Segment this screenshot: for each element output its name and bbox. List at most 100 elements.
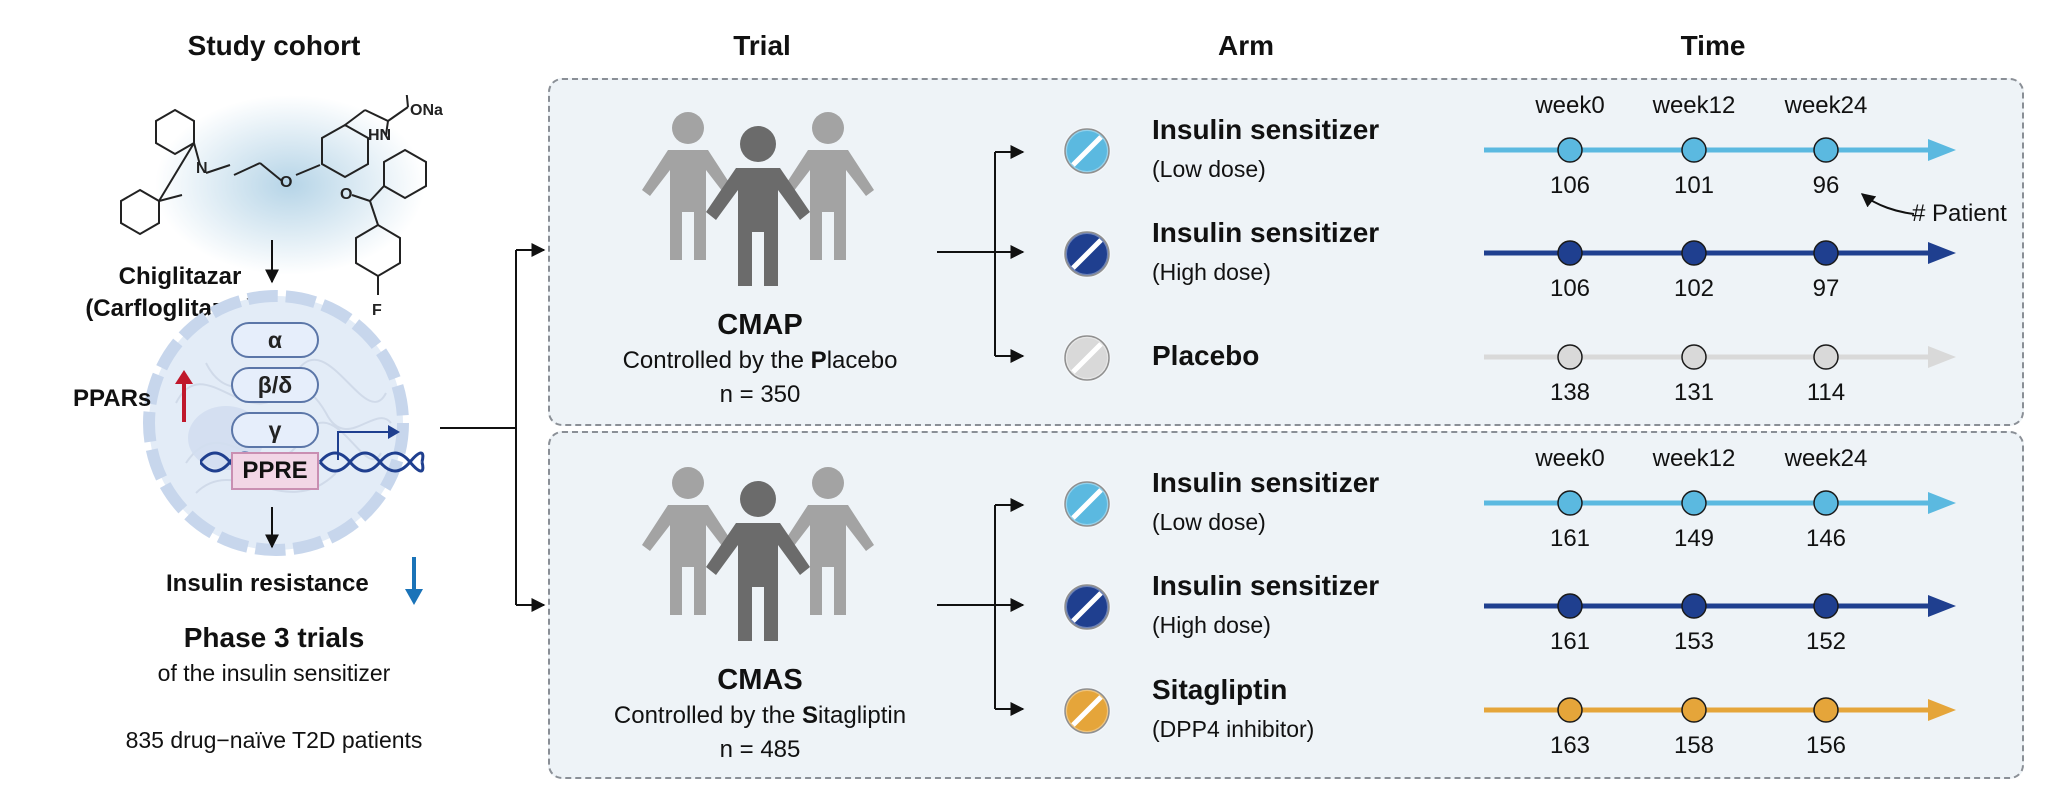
header-arm: Arm <box>1217 30 1274 61</box>
arm-subtitle: (Low dose) <box>1152 509 1266 535</box>
patient-count: 138 <box>1549 379 1591 406</box>
trial-n-cmas: n = 485 <box>719 736 801 763</box>
arm-subtitle: (DPP4 inhibitor) <box>1152 716 1315 742</box>
arm-connector-cmap <box>937 145 1025 363</box>
week-label: week24 <box>1784 445 1868 472</box>
patient-count: 146 <box>1805 525 1847 552</box>
week-label: week12 <box>1652 92 1736 119</box>
receptor-beta-delta: β/δ <box>231 367 319 403</box>
patient-count: 153 <box>1673 628 1715 655</box>
molecule-hn-label: HN <box>368 127 391 144</box>
patient-total: 835 drug−naïve T2D patients <box>125 727 423 753</box>
timeline <box>1484 240 1956 266</box>
timepoint-dot <box>1557 697 1583 723</box>
low-dose-pill-icon <box>1063 127 1111 175</box>
trial-name-cmap: CMAP <box>717 309 803 341</box>
timepoint-dot <box>1681 593 1707 619</box>
arm-subtitle: (High dose) <box>1152 612 1271 638</box>
insulin-resistance-down-arrow-icon <box>405 557 423 605</box>
patient-count: 149 <box>1673 525 1715 552</box>
arm-title: Insulin sensitizer <box>1152 114 1380 145</box>
timepoint-dot <box>1813 344 1839 370</box>
receptor-alpha: α <box>231 322 319 358</box>
timepoint-dot <box>1557 240 1583 266</box>
header-study-cohort: Study cohort <box>187 30 361 61</box>
patient-count: 152 <box>1805 628 1847 655</box>
timepoint-dot <box>1557 344 1583 370</box>
timeline <box>1484 697 1956 723</box>
chiglitazar-structure: N O O ONa HN O F <box>120 95 443 319</box>
patient-count: 96 <box>1812 172 1840 199</box>
timeline <box>1484 344 1956 370</box>
timepoint-dot <box>1681 137 1707 163</box>
molecule-down-arrow <box>265 240 279 284</box>
arm-title: Sitagliptin <box>1152 674 1288 705</box>
molecule-o-label: O <box>280 174 292 191</box>
molecule-f-label: F <box>372 302 382 319</box>
timeline <box>1484 593 1956 619</box>
patient-note-arrow <box>1860 193 1915 215</box>
patient-count: 101 <box>1673 172 1715 199</box>
arm-subtitle: (Low dose) <box>1152 156 1266 182</box>
phase-subtitle: of the insulin sensitizer <box>157 660 391 686</box>
timepoint-dot <box>1557 490 1583 516</box>
sitagliptin-pill-icon <box>1063 687 1111 735</box>
week-label: week12 <box>1652 445 1736 472</box>
cohort-to-trials-connector <box>440 243 546 612</box>
arm-connector-cmas <box>937 498 1025 716</box>
ppars-up-arrow-icon <box>175 370 193 422</box>
timeline <box>1484 490 1956 516</box>
phase-title: Phase 3 trials <box>183 622 365 653</box>
molecule-glow <box>155 95 425 275</box>
arm-subtitle: (High dose) <box>1152 259 1271 285</box>
timepoint-dot <box>1813 593 1839 619</box>
insulin-resistance-label: Insulin resistance <box>166 570 369 597</box>
timepoint-dot <box>1681 490 1707 516</box>
header-trial: Trial <box>733 30 791 61</box>
ppre-box: PPRE <box>231 452 319 490</box>
patient-count: 161 <box>1549 525 1591 552</box>
arm-title: Insulin sensitizer <box>1152 467 1380 498</box>
people-icon-cmap <box>642 112 874 286</box>
timepoint-dot <box>1681 344 1707 370</box>
patient-count: 106 <box>1549 275 1591 302</box>
arm-title: Insulin sensitizer <box>1152 570 1380 601</box>
trial-name-cmas: CMAS <box>717 664 803 696</box>
timeline <box>1484 137 1956 163</box>
patient-count: 114 <box>1806 379 1846 406</box>
timepoint-dot <box>1681 697 1707 723</box>
trial-n-cmap: n = 350 <box>719 381 801 408</box>
molecule-n-label: N <box>196 160 208 177</box>
header-time: Time <box>1680 30 1746 61</box>
high-dose-pill-icon <box>1063 583 1111 631</box>
patient-count: 102 <box>1673 275 1715 302</box>
week-label: week0 <box>1535 445 1605 472</box>
patient-count: 131 <box>1673 379 1715 406</box>
molecule-ona-label: ONa <box>410 102 443 119</box>
patient-count: 163 <box>1549 732 1591 759</box>
receptor-gamma: γ <box>231 412 319 448</box>
week-label: week24 <box>1784 92 1868 119</box>
drug-name: Chiglitazar <box>118 263 242 290</box>
week-label: week0 <box>1535 92 1605 119</box>
timepoint-dot <box>1557 593 1583 619</box>
high-dose-pill-icon <box>1063 230 1111 278</box>
patient-count: 161 <box>1549 628 1591 655</box>
timepoint-dot <box>1813 490 1839 516</box>
ppars-label: PPARs <box>73 385 152 412</box>
patient-count: 97 <box>1812 275 1840 302</box>
trial-subtitle-cmap: Controlled by the Placebo <box>622 347 898 374</box>
timepoint-dot <box>1813 697 1839 723</box>
placebo-pill-icon <box>1063 334 1111 382</box>
patient-count: 106 <box>1549 172 1591 199</box>
patient-note: # Patient <box>1912 200 2007 227</box>
timepoint-dot <box>1813 240 1839 266</box>
arm-title: Placebo <box>1152 340 1260 371</box>
timepoint-dot <box>1681 240 1707 266</box>
trial-subtitle-cmas: Controlled by the Sitagliptin <box>613 702 907 729</box>
arm-title: Insulin sensitizer <box>1152 217 1380 248</box>
timepoint-dot <box>1813 137 1839 163</box>
molecule-o-ketone-label: O <box>340 186 352 203</box>
patient-count: 158 <box>1673 732 1715 759</box>
patient-count: 156 <box>1805 732 1847 759</box>
